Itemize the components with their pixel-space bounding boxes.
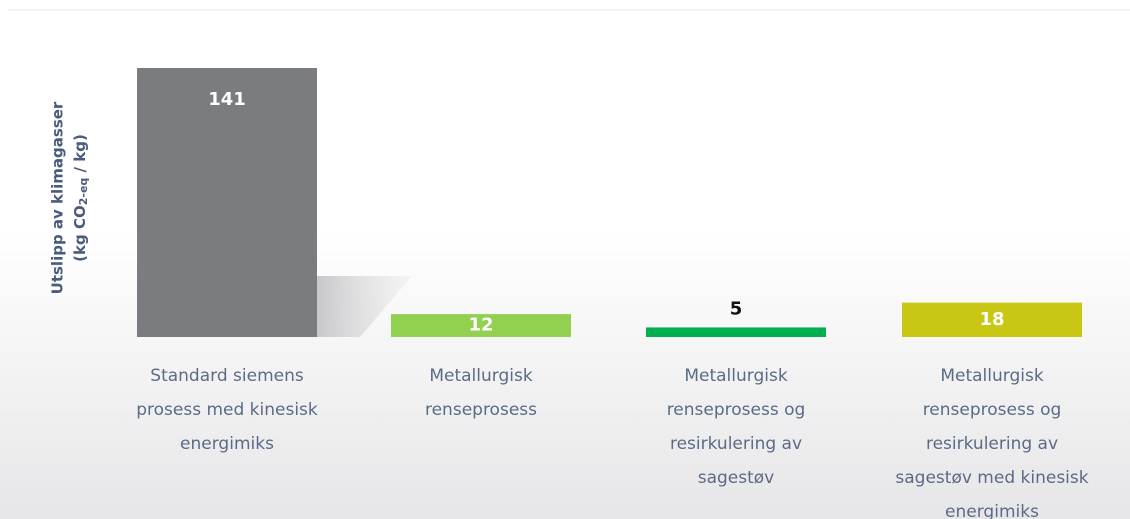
x-tick-label: renseprosess bbox=[425, 400, 537, 420]
x-tick-label: prosess med kinesisk bbox=[136, 400, 318, 420]
bar-shadow bbox=[317, 276, 412, 337]
x-tick-label: Metallurgisk bbox=[940, 366, 1043, 386]
value-label: 18 bbox=[979, 309, 1004, 330]
x-tick-label: renseprosess og bbox=[923, 400, 1062, 420]
y-axis-label: Utslipp av klimagasser bbox=[49, 101, 67, 294]
y-axis-label-part: / kg) bbox=[71, 134, 89, 178]
value-label: 12 bbox=[468, 315, 493, 336]
x-tick-label: Standard siemens bbox=[150, 366, 304, 386]
y-axis-label: (kg CO2-eq / kg) bbox=[71, 134, 91, 262]
bar bbox=[391, 314, 571, 337]
value-label: 5 bbox=[730, 298, 743, 319]
x-tick-label: resirkulering av bbox=[926, 434, 1058, 454]
x-tick-label: renseprosess og bbox=[667, 400, 806, 420]
bar bbox=[902, 302, 1082, 337]
x-tick-label: energimiks bbox=[945, 502, 1039, 519]
x-tick-label: sagestøv bbox=[698, 468, 775, 488]
x-tick-label: sagestøv med kinesisk bbox=[895, 468, 1088, 488]
y-axis-label-sub: 2-eq bbox=[77, 178, 90, 206]
bar bbox=[137, 68, 317, 337]
x-tick-label: energimiks bbox=[180, 434, 274, 454]
y-axis-label-part: (kg CO bbox=[71, 205, 89, 262]
x-tick-label: Metallurgisk bbox=[429, 366, 532, 386]
bar bbox=[646, 327, 826, 337]
value-label: 141 bbox=[208, 89, 246, 110]
x-tick-label: Metallurgisk bbox=[684, 366, 787, 386]
x-tick-label: resirkulering av bbox=[670, 434, 802, 454]
